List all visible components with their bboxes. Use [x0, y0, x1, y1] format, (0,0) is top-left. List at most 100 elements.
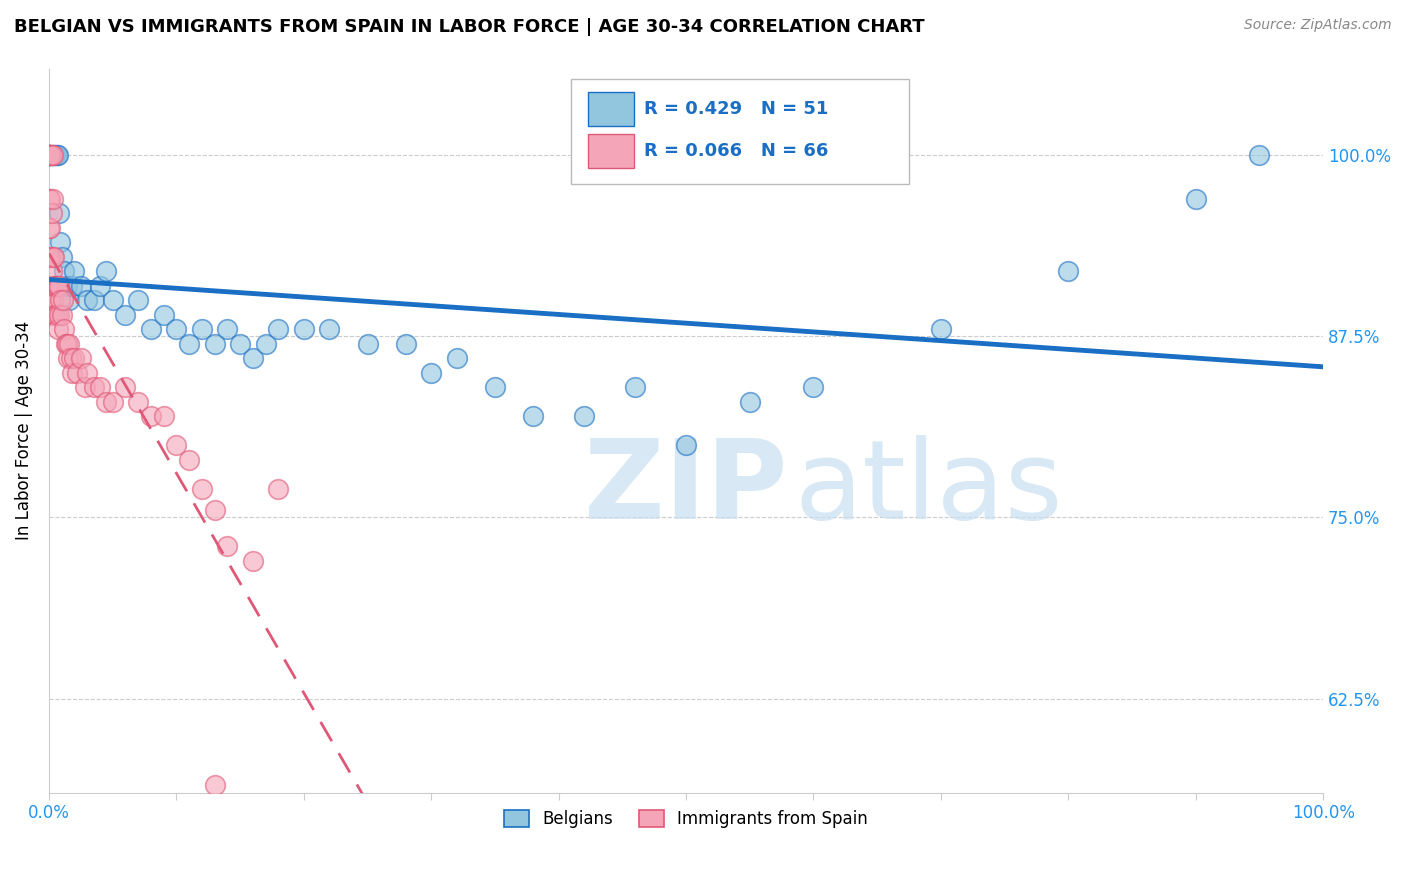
Point — [46, 148, 69, 162]
Point — [39, 220, 62, 235]
Point — [420, 366, 443, 380]
Text: Source: ZipAtlas.com: Source: ZipAtlas.com — [1244, 18, 1392, 32]
Point — [52, 293, 75, 308]
Point — [242, 351, 264, 366]
Point — [42, 148, 65, 162]
Point — [39, 148, 62, 162]
Point — [60, 366, 83, 380]
Point — [42, 278, 65, 293]
Point — [127, 293, 149, 308]
Point — [42, 192, 65, 206]
Text: ZIP: ZIP — [583, 435, 787, 542]
Point — [624, 380, 647, 394]
Point — [191, 322, 214, 336]
Point — [51, 308, 73, 322]
Point — [229, 336, 252, 351]
Point — [484, 380, 506, 394]
Point — [89, 380, 111, 394]
Point — [44, 148, 66, 162]
Point — [267, 322, 290, 336]
Point — [572, 409, 595, 423]
Point — [48, 308, 70, 322]
Point — [204, 503, 226, 517]
Point — [165, 322, 187, 336]
Point — [101, 293, 124, 308]
Point — [38, 220, 60, 235]
Point — [44, 308, 66, 322]
Point — [38, 148, 60, 162]
Point — [38, 148, 60, 162]
Point — [41, 148, 63, 162]
Point — [267, 482, 290, 496]
Text: BELGIAN VS IMMIGRANTS FROM SPAIN IN LABOR FORCE | AGE 30-34 CORRELATION CHART: BELGIAN VS IMMIGRANTS FROM SPAIN IN LABO… — [14, 18, 925, 36]
Point — [76, 293, 98, 308]
Point — [53, 322, 76, 336]
Text: R = 0.429   N = 51: R = 0.429 N = 51 — [644, 100, 828, 118]
Point — [38, 148, 60, 162]
Point — [96, 264, 118, 278]
Point — [39, 148, 62, 162]
Text: R = 0.066   N = 66: R = 0.066 N = 66 — [644, 142, 828, 160]
FancyBboxPatch shape — [571, 79, 910, 185]
Point — [395, 336, 418, 351]
Point — [60, 278, 83, 293]
Point — [41, 148, 63, 162]
Point — [38, 148, 60, 162]
Point — [152, 308, 174, 322]
Point — [45, 278, 67, 293]
Point — [217, 322, 239, 336]
Point — [139, 322, 162, 336]
Point — [49, 293, 72, 308]
Point — [38, 250, 60, 264]
Point — [46, 278, 69, 293]
Point — [41, 264, 63, 278]
Point — [1249, 148, 1271, 162]
Point — [45, 308, 67, 322]
Point — [738, 394, 761, 409]
Point — [39, 148, 62, 162]
Point — [803, 380, 825, 394]
Point — [292, 322, 315, 336]
Point — [63, 264, 86, 278]
Point — [48, 278, 70, 293]
Point — [48, 206, 70, 220]
Point — [318, 322, 340, 336]
Point — [42, 148, 65, 162]
Point — [53, 264, 76, 278]
Point — [929, 322, 952, 336]
Point — [69, 278, 91, 293]
Point — [101, 394, 124, 409]
Point — [165, 438, 187, 452]
Point — [44, 278, 66, 293]
Point — [38, 148, 60, 162]
Point — [63, 351, 86, 366]
Point — [1057, 264, 1080, 278]
Point — [56, 278, 79, 293]
Point — [41, 206, 63, 220]
Point — [45, 148, 67, 162]
Point — [51, 250, 73, 264]
Y-axis label: In Labor Force | Age 30-34: In Labor Force | Age 30-34 — [15, 321, 32, 541]
Point — [58, 293, 80, 308]
Point — [356, 336, 378, 351]
Point — [39, 250, 62, 264]
Point — [39, 293, 62, 308]
Point — [179, 452, 201, 467]
Point — [83, 380, 105, 394]
Point — [1184, 192, 1206, 206]
Point — [39, 148, 62, 162]
Point — [114, 380, 136, 394]
Point — [204, 779, 226, 793]
Point — [39, 192, 62, 206]
Point — [58, 336, 80, 351]
Point — [254, 336, 277, 351]
Point — [59, 351, 82, 366]
Legend: Belgians, Immigrants from Spain: Belgians, Immigrants from Spain — [498, 804, 875, 835]
Point — [217, 540, 239, 554]
Point — [242, 554, 264, 568]
FancyBboxPatch shape — [588, 93, 634, 126]
Point — [76, 366, 98, 380]
Point — [675, 438, 697, 452]
Point — [139, 409, 162, 423]
Point — [446, 351, 468, 366]
